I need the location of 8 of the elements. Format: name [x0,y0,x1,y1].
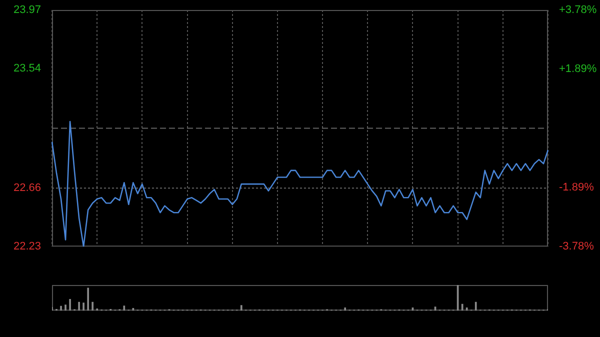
y2-tick-label: -3.78% [559,240,594,253]
y2-tick-label: +1.89% [559,63,597,76]
y-tick-label: 23.97 [13,4,41,16]
y-tick-label: 23.54 [13,62,41,74]
y-tick-label: 22.23 [13,240,41,253]
y2-tick-label: +3.78% [559,4,597,16]
y-tick-label: 22.66 [13,182,41,194]
y2-tick-label: -1.89% [559,181,594,194]
